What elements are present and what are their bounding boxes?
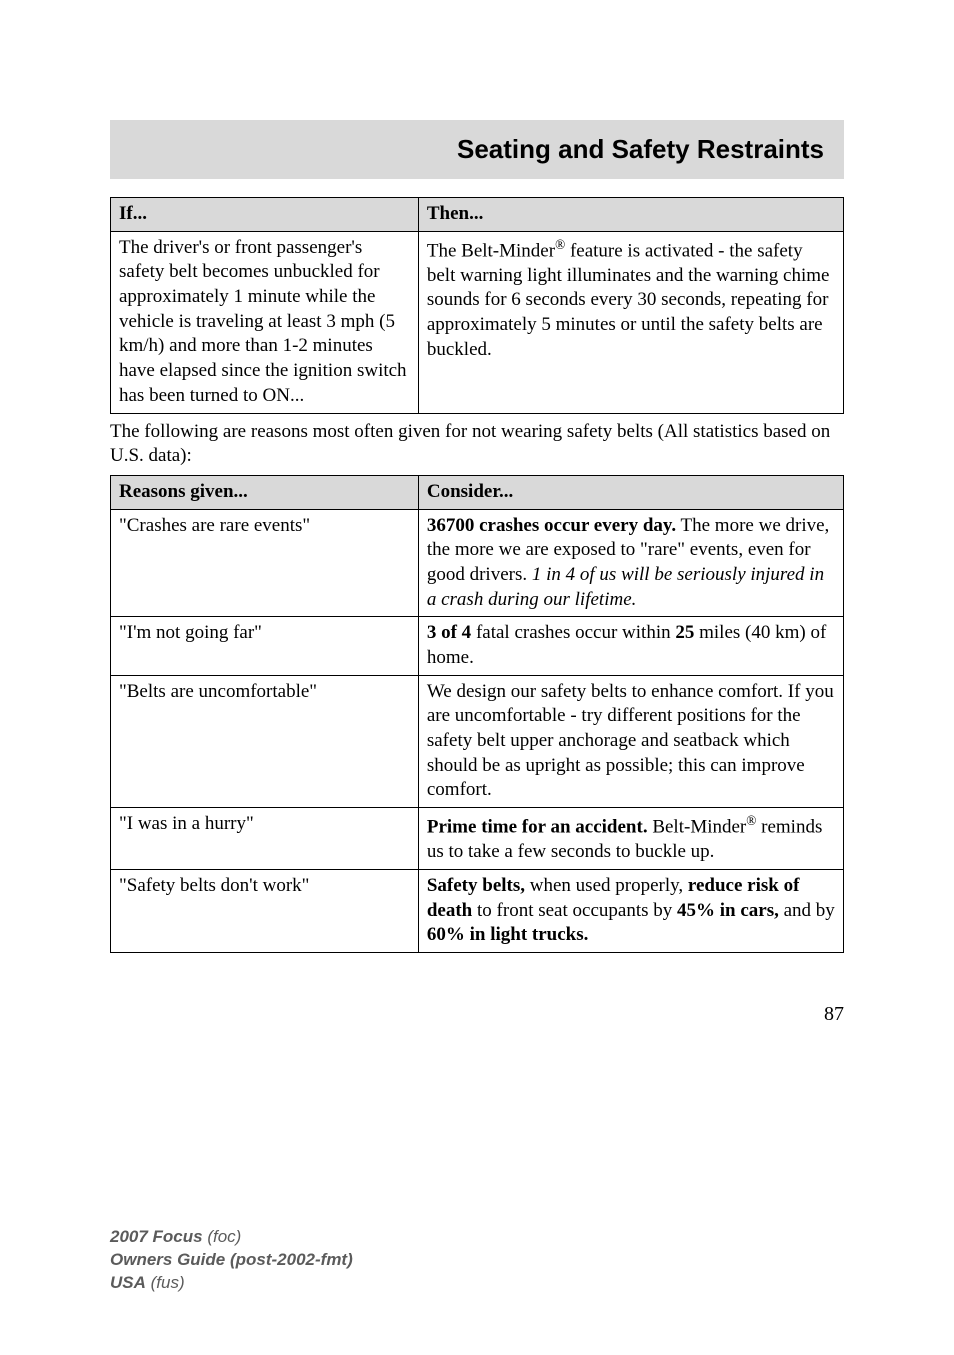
consider-text: Belt-Minder [648, 816, 747, 837]
header-then: Then... [418, 198, 843, 232]
header-if: If... [111, 198, 419, 232]
cell-reason: "Crashes are rare events" [111, 509, 419, 617]
consider-text: to front seat occupants by [472, 900, 677, 921]
cell-reason: "I was in a hurry" [111, 808, 419, 870]
footer-line-1: 2007 Focus (foc) [110, 1226, 844, 1249]
section-title: Seating and Safety Restraints [130, 134, 824, 165]
header-consider: Consider... [418, 475, 843, 509]
table-header-row: Reasons given... Consider... [111, 475, 844, 509]
consider-bold: 36700 crashes occur every day. [427, 515, 676, 536]
if-then-table: If... Then... The driver's or front pass… [110, 197, 844, 414]
table-row: "I was in a hurry" Prime time for an acc… [111, 808, 844, 870]
table-row: "I'm not going far" 3 of 4 fatal crashes… [111, 617, 844, 675]
table-row: "Safety belts don't work" Safety belts, … [111, 869, 844, 952]
page-number: 87 [110, 1003, 844, 1026]
table-header-row: If... Then... [111, 198, 844, 232]
consider-bold: 60% in light trucks. [427, 924, 589, 945]
consider-bold: 45% in cars, [677, 900, 779, 921]
cell-reason: "Safety belts don't work" [111, 869, 419, 952]
then-text-a: The Belt-Minder [427, 240, 555, 261]
cell-if: The driver's or front passenger's safety… [111, 231, 419, 413]
footer: 2007 Focus (foc) Owners Guide (post-2002… [110, 1226, 844, 1295]
cell-reason: "Belts are uncomfortable" [111, 675, 419, 807]
footer-code: (foc) [203, 1227, 242, 1246]
consider-bold: 3 of 4 [427, 622, 471, 643]
footer-model: 2007 Focus [110, 1227, 203, 1246]
consider-text: when used properly, [525, 875, 688, 896]
consider-text: fatal crashes occur within [471, 622, 675, 643]
consider-bold: Prime time for an accident. [427, 816, 648, 837]
cell-reason: "I'm not going far" [111, 617, 419, 675]
cell-consider: We design our safety belts to enhance co… [418, 675, 843, 807]
registered-mark: ® [555, 237, 565, 252]
table-row: "Belts are uncomfortable" We design our … [111, 675, 844, 807]
footer-line-3: USA (fus) [110, 1272, 844, 1295]
consider-bold: 25 [675, 622, 694, 643]
cell-consider: 3 of 4 fatal crashes occur within 25 mil… [418, 617, 843, 675]
reasons-consider-table: Reasons given... Consider... "Crashes ar… [110, 475, 844, 953]
table-row: "Crashes are rare events" 36700 crashes … [111, 509, 844, 617]
cell-consider: Safety belts, when used properly, reduce… [418, 869, 843, 952]
consider-bold: Safety belts, [427, 875, 525, 896]
cell-consider: 36700 crashes occur every day. The more … [418, 509, 843, 617]
registered-mark: ® [746, 813, 756, 828]
footer-region: USA [110, 1273, 146, 1292]
intertext-paragraph: The following are reasons most often giv… [110, 420, 844, 469]
footer-line-2: Owners Guide (post-2002-fmt) [110, 1249, 844, 1272]
footer-code: (fus) [146, 1273, 185, 1292]
cell-consider: Prime time for an accident. Belt-Minder®… [418, 808, 843, 870]
section-title-bar: Seating and Safety Restraints [110, 120, 844, 179]
table-row: The driver's or front passenger's safety… [111, 231, 844, 413]
cell-then: The Belt-Minder® feature is activated - … [418, 231, 843, 413]
header-reasons: Reasons given... [111, 475, 419, 509]
consider-text: and by [779, 900, 835, 921]
